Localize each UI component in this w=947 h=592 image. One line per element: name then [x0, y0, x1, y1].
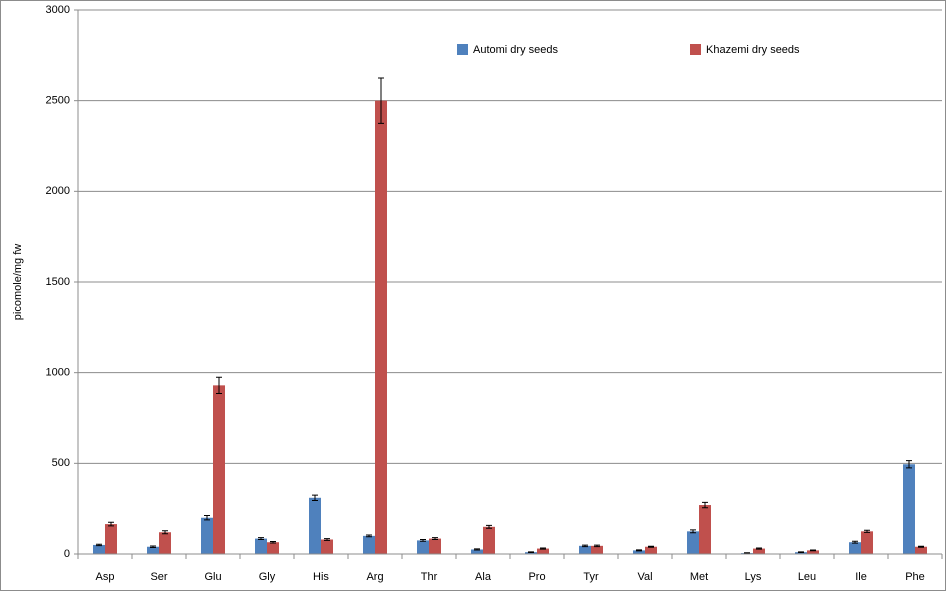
error-bar — [594, 544, 600, 548]
legend-swatch — [457, 44, 468, 55]
error-bar — [702, 501, 708, 509]
error-bar — [756, 547, 762, 550]
y-tick-label: 500 — [52, 457, 70, 469]
x-tick-label: Tyr — [583, 571, 599, 583]
bar — [795, 552, 807, 554]
bar — [861, 531, 873, 554]
bar — [687, 531, 699, 554]
y-axis-label: picomole/mg fw — [12, 244, 24, 320]
bar — [699, 505, 711, 554]
x-tick-label: Met — [690, 571, 708, 583]
bar — [903, 464, 915, 554]
error-bar — [162, 530, 168, 535]
y-tick-label: 1000 — [46, 367, 70, 379]
x-tick-label: Thr — [421, 571, 438, 583]
x-tick-label: Ser — [150, 571, 167, 583]
bar — [753, 548, 765, 554]
error-bar — [744, 552, 750, 554]
x-tick-label: Pro — [528, 571, 545, 583]
bar — [363, 535, 375, 554]
legend-swatch — [690, 44, 701, 55]
y-tick-label: 2500 — [46, 95, 70, 107]
error-bar — [798, 551, 804, 554]
bar — [471, 549, 483, 554]
error-bar — [918, 545, 924, 548]
bar — [579, 545, 591, 554]
error-bar — [582, 544, 588, 548]
error-bar — [378, 77, 384, 124]
bar — [159, 532, 171, 554]
legend-label: Khazemi dry seeds — [706, 44, 800, 56]
x-tick-label: Phe — [905, 571, 925, 583]
bar — [849, 542, 861, 554]
error-bar — [906, 460, 912, 469]
x-tick-label: Ala — [475, 571, 492, 583]
bar — [375, 100, 387, 555]
error-bar — [432, 537, 438, 540]
error-bar — [528, 551, 534, 554]
error-bar — [258, 537, 264, 540]
bar — [591, 545, 603, 554]
error-bar — [864, 529, 870, 533]
bar — [93, 544, 105, 554]
x-tick-label: Arg — [366, 571, 383, 583]
error-bar — [690, 529, 696, 534]
x-tick-label: Val — [637, 571, 652, 583]
bar — [645, 546, 657, 554]
error-bar — [852, 540, 858, 544]
error-bar — [108, 521, 114, 527]
y-tick-label: 0 — [64, 548, 70, 560]
y-tick-label: 1500 — [46, 276, 70, 288]
error-bar — [486, 524, 492, 529]
error-bar — [96, 543, 102, 547]
y-tick-label: 2000 — [46, 185, 70, 197]
x-tick-label: Ile — [855, 571, 867, 583]
x-tick-label: Lys — [745, 571, 762, 583]
error-bar — [420, 538, 426, 542]
bar — [201, 517, 213, 554]
error-bar — [270, 540, 276, 544]
x-tick-label: Leu — [798, 571, 816, 583]
bar — [807, 550, 819, 554]
bar — [915, 546, 927, 554]
error-bar — [312, 494, 318, 502]
x-tick-label: His — [313, 571, 329, 583]
error-bar — [474, 548, 480, 551]
error-bar — [648, 545, 654, 548]
bar — [147, 546, 159, 554]
bar — [417, 540, 429, 554]
bar — [429, 538, 441, 554]
bar — [267, 542, 279, 554]
x-tick-label: Glu — [204, 571, 221, 583]
bar — [633, 550, 645, 554]
bar — [105, 524, 117, 554]
error-bar — [540, 547, 546, 550]
x-tick-label: Asp — [96, 571, 115, 583]
bar — [537, 548, 549, 554]
error-bar — [366, 534, 372, 538]
bar — [483, 526, 495, 554]
bar — [255, 538, 267, 554]
y-tick-label: 3000 — [46, 4, 70, 16]
error-bar — [216, 376, 222, 395]
legend-label: Automi dry seeds — [473, 44, 558, 56]
error-bar — [204, 515, 210, 521]
bar — [309, 497, 321, 554]
error-bar — [636, 549, 642, 552]
bar — [525, 552, 537, 554]
error-bar — [810, 549, 816, 552]
bar — [321, 539, 333, 554]
error-bar — [324, 538, 330, 541]
x-tick-label: Gly — [259, 571, 276, 583]
error-bar — [150, 545, 156, 548]
bar — [213, 385, 225, 554]
